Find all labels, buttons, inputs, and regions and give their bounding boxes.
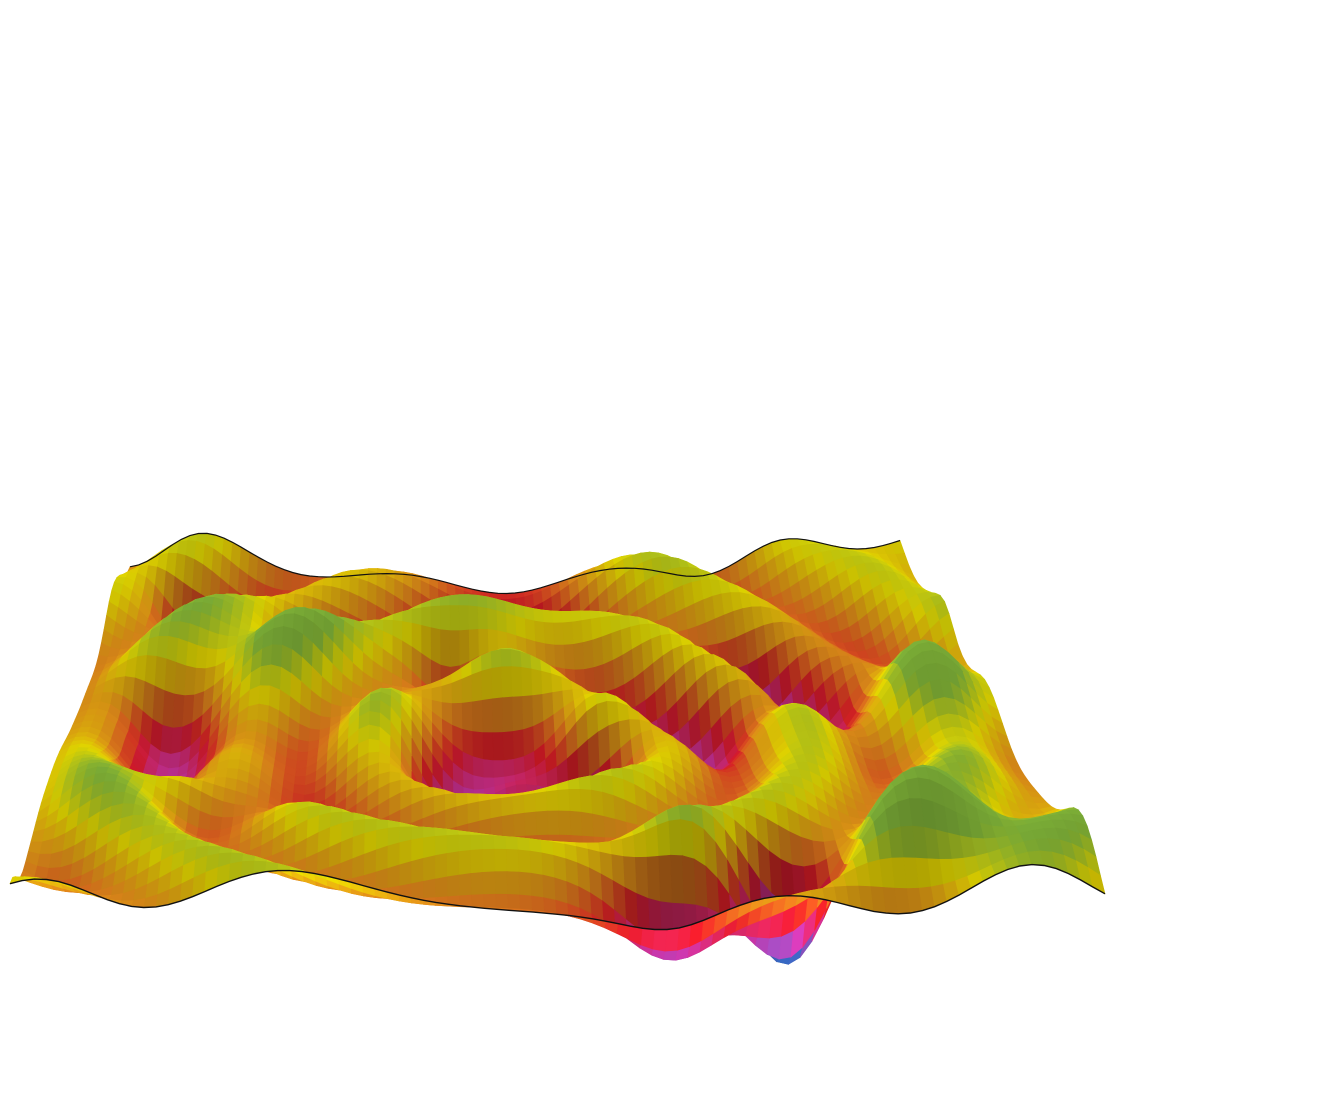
surface-mesh — [9, 533, 1106, 965]
surface-front-edge — [9, 863, 1106, 931]
surface-back-edge — [129, 532, 901, 595]
